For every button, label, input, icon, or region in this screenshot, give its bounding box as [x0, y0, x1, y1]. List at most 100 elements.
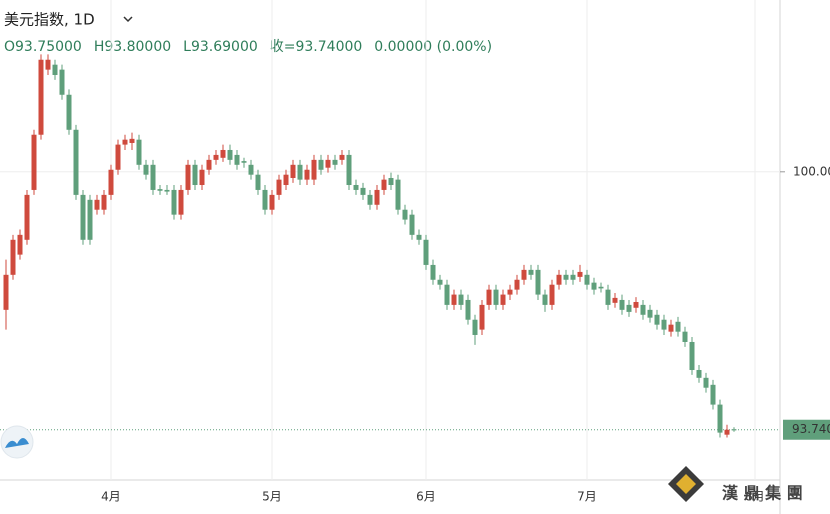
candle-body: [276, 179, 282, 195]
candle-body: [605, 289, 611, 305]
ohlc-field: 收=93.74000: [270, 39, 363, 55]
candle-body: [710, 384, 716, 405]
candle-body: [381, 179, 387, 190]
candle-body: [577, 271, 583, 277]
y-tick-label: 100.000: [793, 164, 830, 178]
watermark-logo: 漢 鼎 集 團: [668, 466, 803, 503]
candle-body: [339, 154, 345, 160]
candle-body: [598, 286, 604, 289]
candle-body: [52, 64, 58, 75]
candle-body: [591, 282, 597, 290]
candle-body: [549, 284, 555, 305]
candle-body: [570, 274, 576, 280]
candle-body: [409, 214, 415, 235]
candle-body: [101, 194, 107, 210]
candle-body: [626, 304, 632, 312]
candle-body: [472, 319, 478, 335]
candle-body: [717, 404, 723, 433]
candle-body: [374, 189, 380, 205]
candle-body: [430, 264, 436, 280]
candle-body: [136, 139, 142, 165]
candle-body: [346, 154, 352, 185]
candle-body: [619, 299, 625, 310]
candles: [3, 54, 737, 438]
candle-body: [290, 164, 296, 178]
candle-body: [444, 284, 450, 305]
x-tick-label: 6月: [416, 490, 436, 504]
candle-body: [31, 134, 37, 190]
watermark-text: 漢 鼎 集 團: [722, 484, 803, 503]
candle-body: [696, 369, 702, 378]
candle-body: [521, 269, 527, 280]
candle-body: [283, 174, 289, 185]
candle-body: [724, 429, 730, 435]
candle-body: [3, 274, 9, 310]
candle-body: [668, 324, 674, 332]
candle-body: [584, 274, 590, 285]
candle-body: [220, 149, 226, 158]
candle-body: [402, 209, 408, 220]
candle-body: [206, 159, 212, 170]
candle-body: [213, 154, 219, 160]
candle-body: [689, 341, 695, 370]
candle-body: [640, 304, 646, 315]
candle-body: [73, 129, 79, 195]
candle-body: [423, 239, 429, 265]
candle-body: [542, 294, 548, 305]
candle-body: [241, 161, 247, 163]
candle-body: [493, 289, 499, 305]
candle-body: [311, 159, 317, 180]
candle-body: [45, 59, 51, 70]
candle-body: [703, 377, 709, 388]
candle-body: [178, 189, 184, 215]
ohlc-field: L93.69000: [183, 39, 258, 55]
candle-body: [563, 274, 569, 280]
candle-body: [157, 189, 163, 191]
ohlc-field: O93.75000: [4, 39, 82, 55]
candle-body: [647, 309, 653, 318]
dropdown-chevron[interactable]: [123, 16, 133, 23]
candle-body: [129, 138, 135, 143]
x-tick-label: 5月: [262, 490, 282, 504]
watermark-inner: [676, 474, 696, 494]
x-tick-label: 7月: [577, 490, 597, 504]
candle-body: [395, 179, 401, 210]
last-price-label: 93.740: [792, 422, 830, 436]
candle-body: [535, 269, 541, 295]
candle-body: [682, 331, 688, 342]
candle-body: [248, 164, 254, 175]
ohlc-header: O93.75000 H93.80000 L93.69000 收=93.74000 0.0…: [4, 39, 492, 55]
candle-body: [115, 144, 121, 170]
candle-body: [479, 304, 485, 330]
candle-body: [325, 159, 331, 168]
candle-body: [150, 164, 156, 190]
logo-icon[interactable]: [0, 425, 34, 459]
x-tick-label: 8月: [745, 490, 765, 504]
candle-body: [451, 294, 457, 305]
candle-body: [360, 187, 366, 195]
candle-body: [171, 189, 177, 215]
candle-body: [255, 174, 261, 190]
candle-body: [269, 194, 275, 210]
x-tick-label: 4月: [101, 490, 121, 504]
candle-body: [227, 149, 233, 160]
candle-body: [262, 189, 268, 210]
candle-body: [122, 139, 128, 145]
candle-body: [17, 234, 23, 255]
candle-body: [164, 189, 170, 192]
candle-body: [318, 159, 324, 170]
candle-body: [192, 164, 198, 185]
candle-body: [353, 184, 359, 190]
candle-body: [654, 314, 660, 325]
logo-shape: [5, 438, 29, 448]
candle-body: [185, 164, 191, 190]
logo-circle[interactable]: [0, 425, 34, 459]
candle-body: [500, 294, 506, 305]
candle-body: [297, 164, 303, 180]
candle-body: [199, 169, 205, 185]
candle-body: [24, 194, 30, 240]
ohlc-field: H93.80000: [94, 39, 171, 55]
candle-body: [458, 294, 464, 305]
